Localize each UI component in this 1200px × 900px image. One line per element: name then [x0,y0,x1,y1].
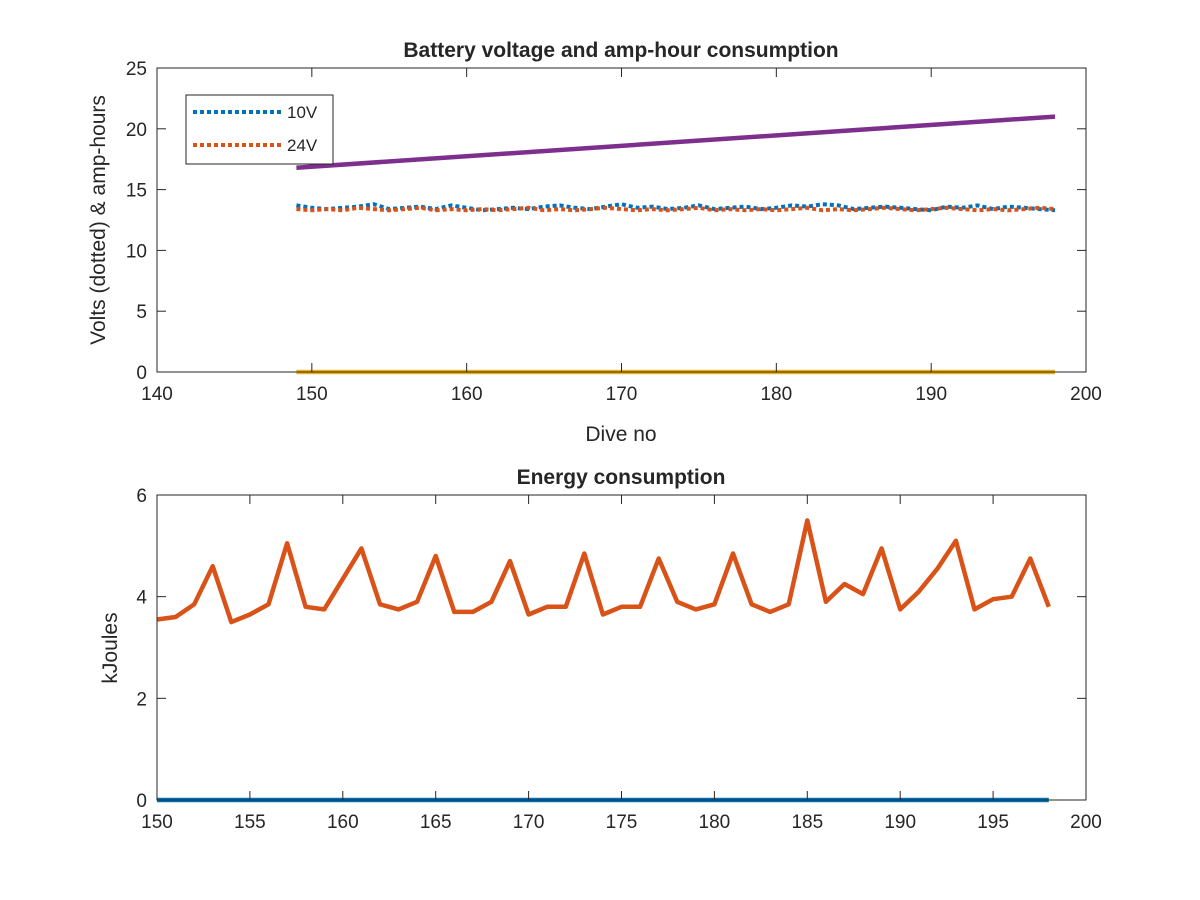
energy-x-tick-label: 155 [234,812,266,833]
legend-box [185,94,334,165]
energy-ticks: 150 155 160 165 170 175 180 185 190 195 200 0 2 4 6 [136,486,1101,833]
energy-y-tick-label: 6 [136,486,147,507]
voltage-x-axis-label: Dive no [585,423,656,446]
energy-x-tick-label: 160 [327,812,359,833]
voltage-x-tick-label: 160 [451,384,483,405]
energy-x-tick-label: 175 [606,812,638,833]
energy-x-tick-label: 185 [791,812,823,833]
voltage-x-tick-label: 200 [1070,384,1102,405]
voltage-x-tick-label: 170 [606,384,638,405]
voltage-chart: Battery voltage and amp-hour consumption… [87,39,1102,446]
legend-label-24v: 24V [287,136,318,155]
energy-y-tick-label: 0 [136,791,147,812]
voltage-x-tick-label: 140 [141,384,173,405]
energy-y-tick-label: 2 [136,689,147,710]
voltage-x-tick-label: 150 [296,384,328,405]
voltage-x-tick-label: 180 [760,384,792,405]
energy-chart-title: Energy consumption [517,466,726,489]
energy-x-tick-label: 165 [420,812,452,833]
voltage-series-line-24v [296,205,1056,213]
energy-x-tick-label: 190 [884,812,916,833]
energy-x-tick-label: 150 [141,812,173,833]
voltage-ticks: 140 150 160 170 180 190 200 0 5 10 15 20 25 [126,59,1102,405]
voltage-y-tick-label: 10 [126,241,147,262]
energy-y-axis-label: kJoules [99,612,122,683]
energy-x-tick-label: 170 [513,812,545,833]
energy-x-tick-label: 195 [977,812,1009,833]
voltage-y-tick-label: 15 [126,181,147,202]
energy-y-tick-label: 4 [136,588,147,609]
energy-series-line-0 [156,518,1051,625]
voltage-y-tick-label: 5 [136,302,147,323]
energy-chart: Energy consumption 150 155 160 165 170 175 180… [99,466,1102,833]
voltage-x-tick-label: 190 [915,384,947,405]
voltage-series-line-2 [296,114,1056,170]
voltage-y-tick-label: 0 [136,363,147,384]
voltage-y-axis-label: Volts (dotted) & amp-hours [87,95,110,345]
voltage-y-tick-label: 20 [126,120,147,141]
energy-x-tick-label: 200 [1070,812,1102,833]
voltage-chart-title: Battery voltage and amp-hour consumption [403,39,838,62]
voltage-y-tick-label: 25 [126,59,147,80]
legend-label-10v: 10V [287,103,318,122]
voltage-legend: 10V 24V [185,94,334,165]
energy-x-tick-label: 180 [699,812,731,833]
